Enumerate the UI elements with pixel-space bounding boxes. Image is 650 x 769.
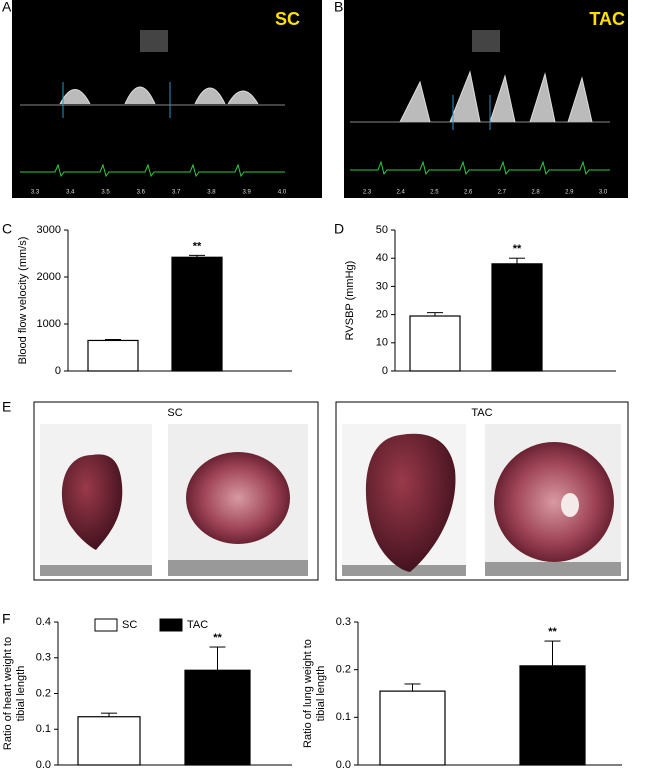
y-tick-label: 10	[376, 337, 388, 349]
bar	[87, 339, 139, 372]
ultrasound-tick-label: 3.0	[599, 190, 608, 196]
y-tick-label: 40	[376, 252, 388, 264]
y-axis-label: tibial length	[315, 666, 327, 722]
ruler	[342, 565, 466, 576]
y-axis-label: Blood flow velocity (mm/s)	[17, 237, 29, 365]
y-tick-label: 0.2	[36, 687, 51, 699]
y-axis-label: tibial length	[15, 666, 27, 722]
ultrasound-tick-label: 2.5	[430, 190, 439, 196]
y-tick-label: 2000	[37, 271, 61, 283]
y-axis-label: Ratio of heart weight to	[2, 637, 14, 750]
bar	[379, 690, 446, 766]
ultrasound-tick-label: 3.7	[172, 190, 181, 196]
y-tick-label: 0.1	[336, 711, 351, 723]
ultrasound-tick-label: 2.4	[397, 190, 406, 196]
y-tick-label: 0.3	[36, 652, 51, 664]
heart-tac	[365, 433, 456, 572]
lumen	[561, 493, 579, 517]
ultrasound-tick-label: 2.3	[363, 190, 372, 196]
y-tick-label: 0	[55, 365, 61, 377]
y-tick-label: 0.3	[336, 616, 351, 628]
panel-label: SC	[275, 9, 300, 29]
panel-letter: C	[2, 221, 12, 237]
ultrasound-tick-label: 3.8	[207, 190, 216, 196]
panel-letter: E	[2, 399, 11, 415]
ultrasound-tac	[344, 0, 628, 198]
thumbnail	[140, 30, 168, 52]
bar	[184, 669, 251, 766]
ecg-trace	[350, 160, 610, 176]
y-tick-label: 50	[376, 224, 388, 236]
panel-letter: F	[2, 611, 11, 627]
significance: **	[513, 243, 522, 255]
ultrasound-tick-label: 3.9	[243, 190, 252, 196]
significance: **	[213, 632, 222, 644]
y-tick-label: 0.0	[36, 759, 51, 769]
legend-label: SC	[122, 619, 137, 631]
slice-tac	[494, 442, 614, 562]
significance: **	[548, 626, 557, 638]
legend-swatch	[94, 618, 118, 632]
y-tick-label: 0.0	[336, 759, 351, 769]
doppler-wave	[399, 70, 593, 123]
y-tick-label: 0.4	[36, 616, 51, 628]
heart-sc	[61, 454, 123, 550]
bar	[519, 665, 586, 766]
ultrasound-tick-label: 2.7	[498, 190, 507, 196]
bar	[491, 263, 543, 372]
y-tick-label: 0.1	[36, 723, 51, 735]
slice-sc	[186, 452, 290, 544]
photo-label: TAC	[471, 407, 492, 419]
ultrasound-tick-label: 3.5	[101, 190, 110, 196]
ruler	[485, 562, 621, 576]
panel-letter: D	[334, 221, 344, 237]
y-tick-label: 30	[376, 280, 388, 292]
y-tick-label: 3000	[37, 224, 61, 236]
ecg-trace	[20, 163, 285, 178]
panel-letter: B	[334, 0, 343, 15]
significance: **	[193, 240, 202, 252]
y-axis-label: Ratio of lung weight to	[302, 639, 314, 748]
y-axis-label: RVSBP (mmHg)	[344, 261, 356, 341]
legend-label: TAC	[187, 619, 208, 631]
ultrasound-tick-label: 4.0	[278, 190, 287, 196]
ultrasound-tick-label: 3.3	[31, 190, 40, 196]
y-tick-label: 20	[376, 309, 388, 321]
ruler	[168, 560, 308, 576]
doppler-wave	[59, 86, 259, 105]
y-tick-label: 0	[382, 365, 388, 377]
bar	[409, 315, 461, 372]
ultrasound-tick-label: 3.6	[137, 190, 146, 196]
thumbnail	[472, 30, 500, 52]
photo-label: SC	[167, 407, 182, 419]
y-tick-label: 0.2	[336, 664, 351, 676]
ultrasound-tick-label: 2.6	[464, 190, 473, 196]
bar	[171, 256, 223, 372]
ultrasound-tick-label: 2.9	[565, 190, 574, 196]
panel-letter: A	[2, 0, 12, 15]
ultrasound-tick-label: 3.4	[66, 190, 75, 196]
legend-swatch	[159, 618, 183, 632]
panel-label: TAC	[589, 9, 625, 29]
ultrasound-sc	[12, 0, 322, 198]
ultrasound-tick-label: 2.8	[531, 190, 540, 196]
y-tick-label: 1000	[37, 318, 61, 330]
ruler	[40, 565, 152, 576]
bar	[77, 716, 141, 766]
